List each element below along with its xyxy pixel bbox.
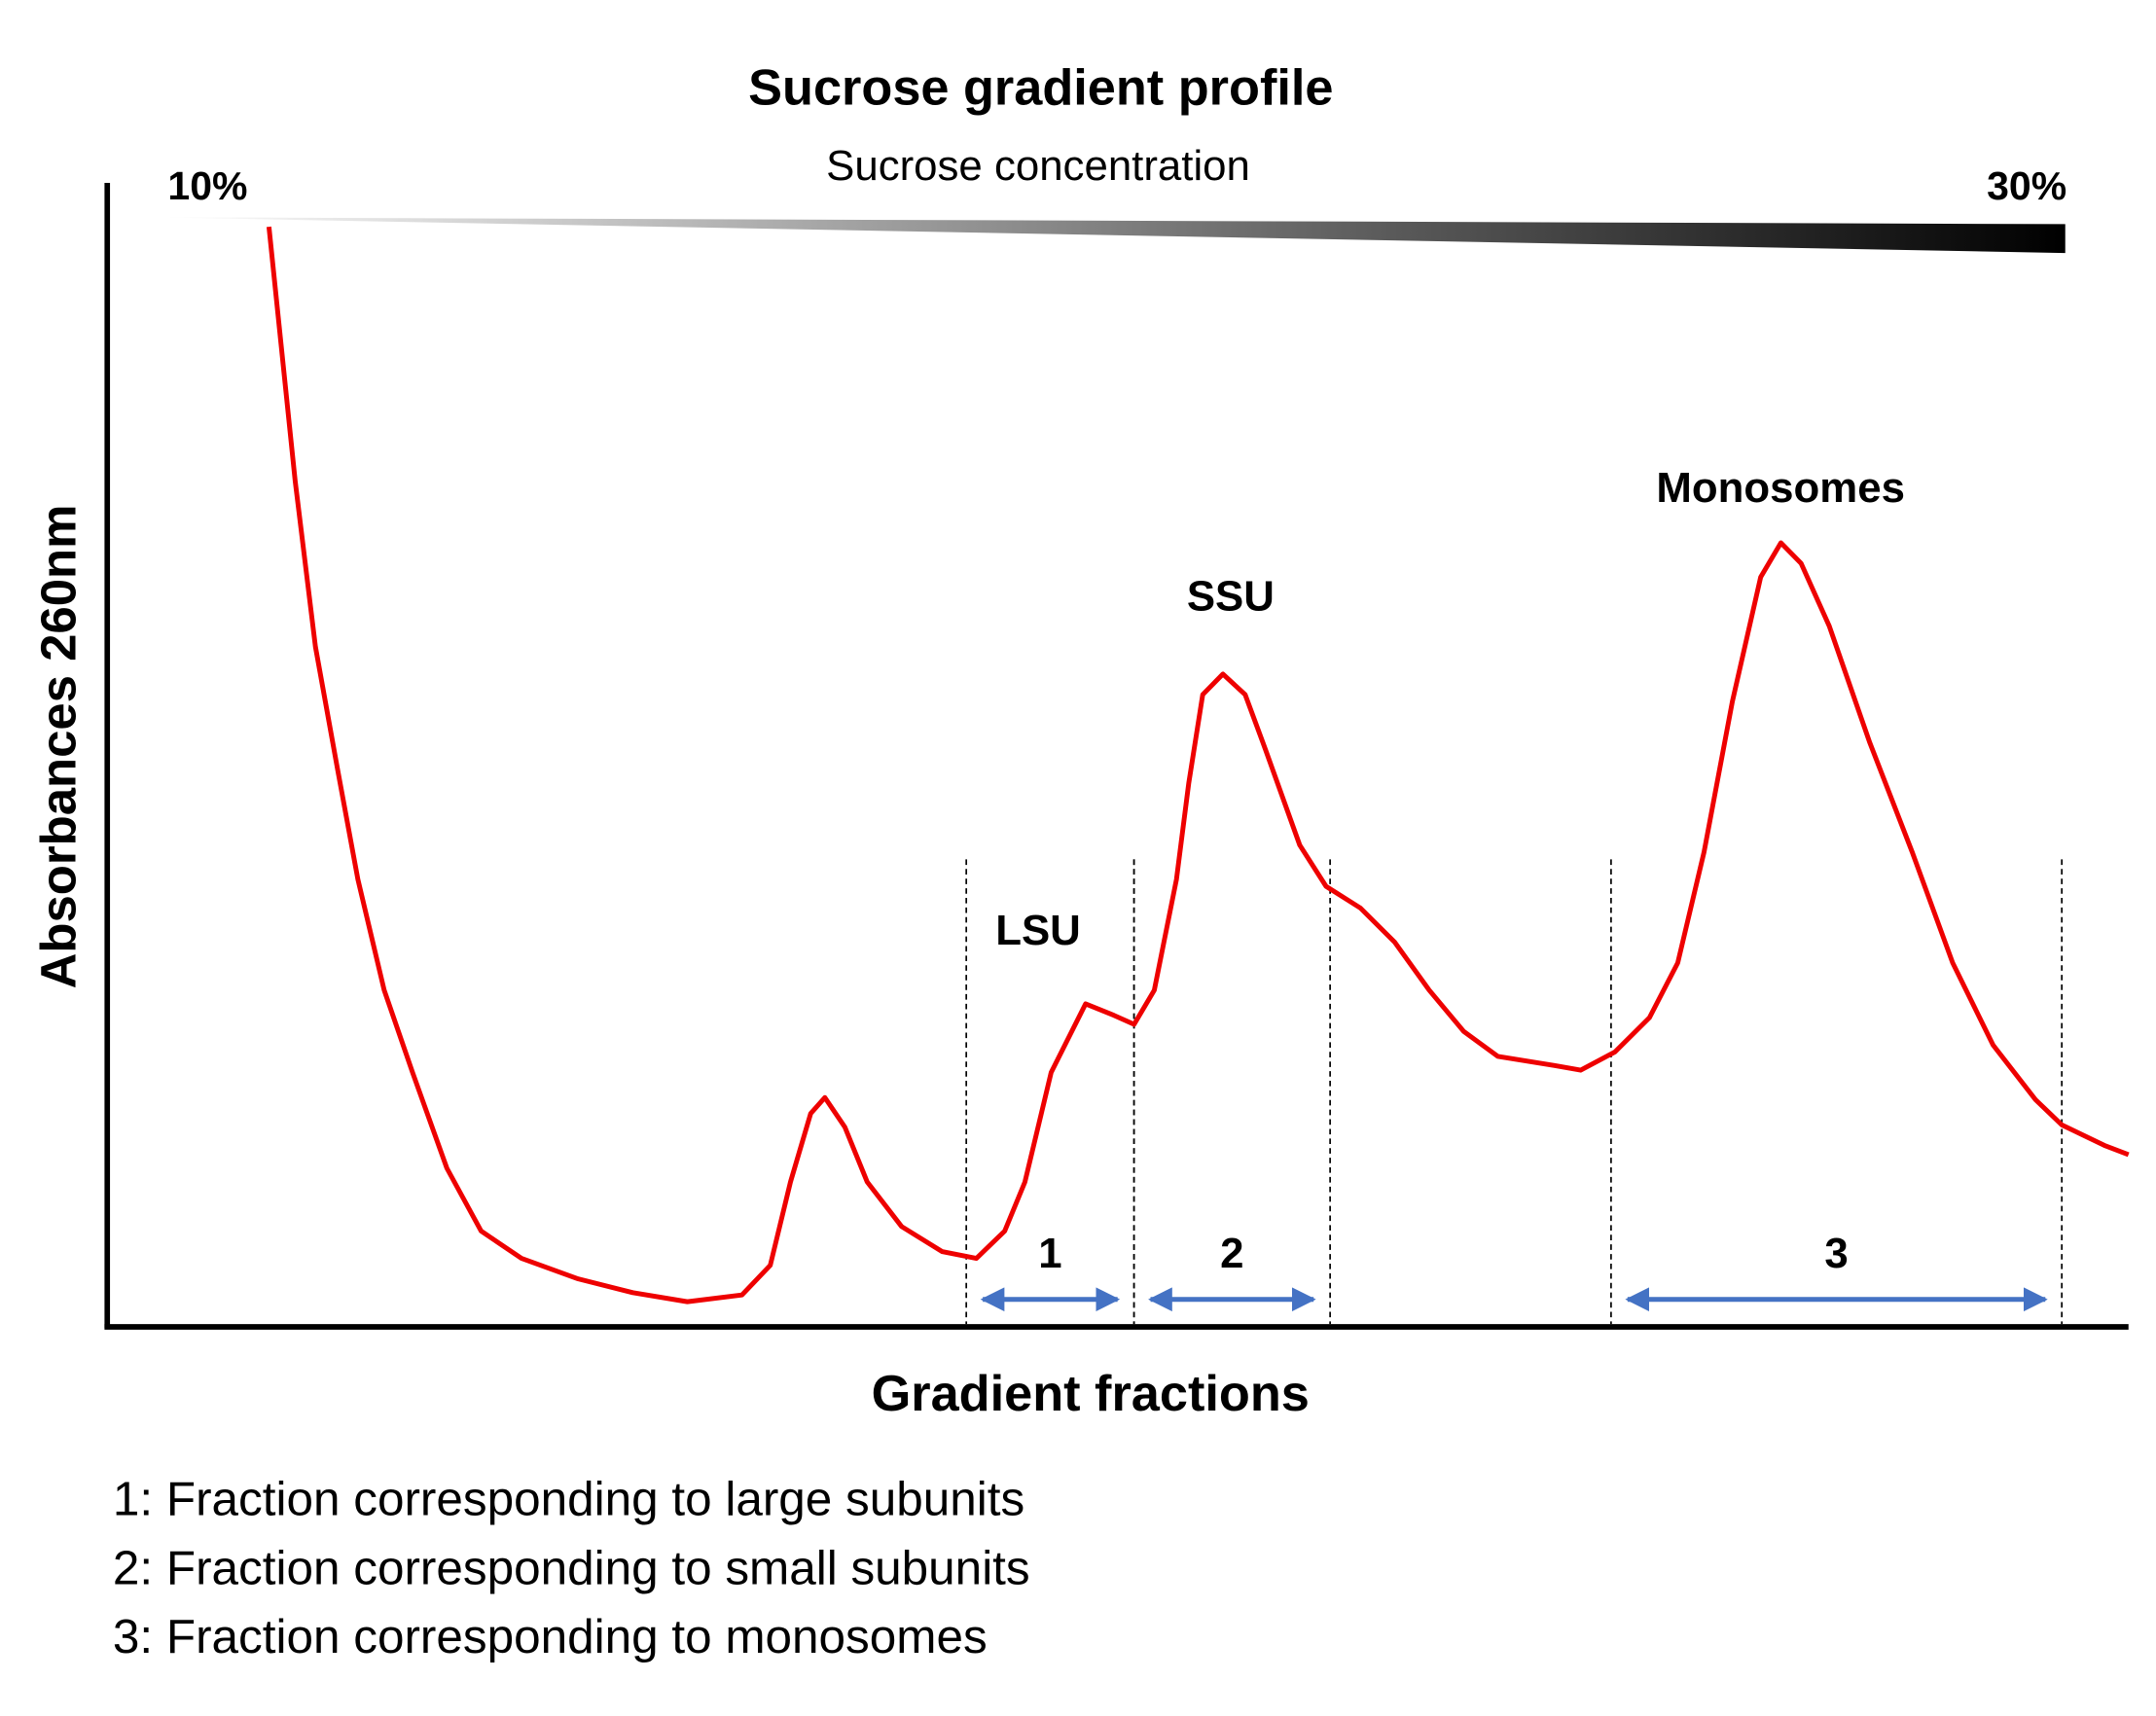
gradient-end-label: 30% xyxy=(1987,163,2066,208)
fraction-label: 2 xyxy=(1220,1230,1243,1277)
note: 2: Fraction corresponding to small subun… xyxy=(113,1541,1030,1594)
gradient-label: Sucrose concentration xyxy=(826,142,1250,190)
chart-title: Sucrose gradient profile xyxy=(748,59,1333,116)
fraction-label: 1 xyxy=(1038,1230,1061,1277)
note: 3: Fraction corresponding to monosomes xyxy=(113,1610,988,1663)
gradient-wedge xyxy=(155,217,2066,254)
x-axis-label: Gradient fractions xyxy=(872,1366,1310,1422)
gradient-start-label: 10% xyxy=(167,163,247,208)
peak-label: SSU xyxy=(1187,573,1275,621)
peak-label: Monosomes xyxy=(1656,464,1904,512)
note: 1: Fraction corresponding to large subun… xyxy=(113,1473,1024,1526)
peak-label: LSU xyxy=(995,907,1081,954)
y-axis-label: Absorbances 260nm xyxy=(31,505,87,989)
fraction-label: 3 xyxy=(1824,1230,1848,1277)
line-series xyxy=(266,226,2130,1305)
